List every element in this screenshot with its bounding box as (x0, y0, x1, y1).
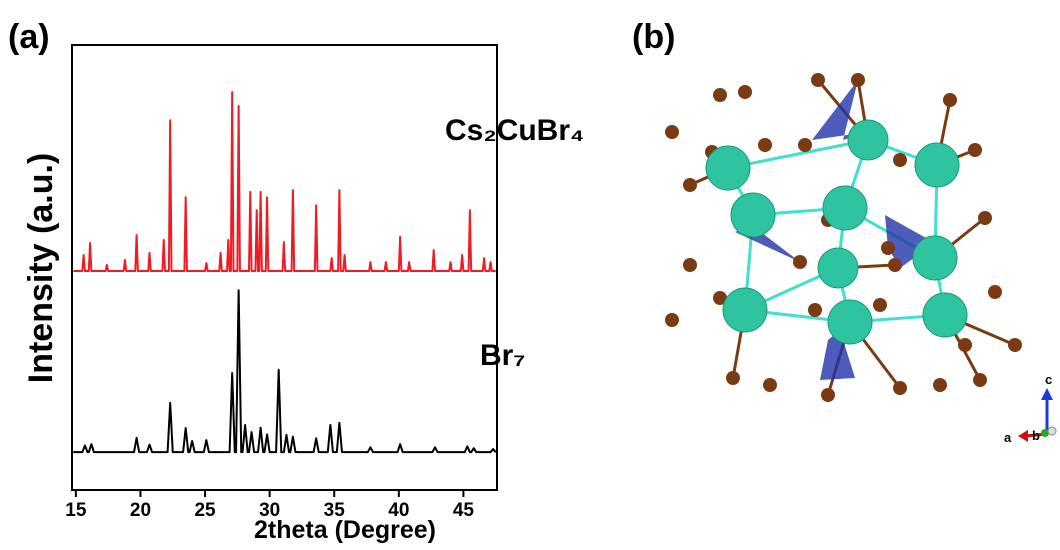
x-tick-label: 30 (259, 500, 280, 521)
axis-compass: c a b (1004, 372, 1056, 445)
x-tick-label: 35 (324, 500, 346, 521)
axis-name: c (1045, 372, 1052, 387)
series-line (73, 92, 495, 271)
series-label: Cs₂CuBr₄ (445, 114, 584, 147)
figure: (a) (b) Intensity (a.u.) 2theta (Degree) (0, 0, 1060, 550)
cesium-atoms (706, 120, 967, 344)
x-tick-label: 45 (453, 500, 475, 521)
panel-label: (a) (8, 18, 50, 56)
series-line (73, 290, 495, 452)
x-tick-label: 15 (65, 500, 87, 521)
panel-label: (b) (632, 18, 675, 56)
crystal-structure (665, 73, 1022, 402)
x-tick-label: 20 (130, 500, 151, 521)
series-label: Br₇ (480, 339, 525, 372)
x-tick-label: 25 (194, 500, 216, 521)
axis-name: b (1032, 428, 1040, 443)
y-axis-label: Intensity (a.u.) (22, 153, 60, 383)
x-tick-label: 40 (388, 500, 409, 521)
axis-name: a (1004, 430, 1012, 445)
